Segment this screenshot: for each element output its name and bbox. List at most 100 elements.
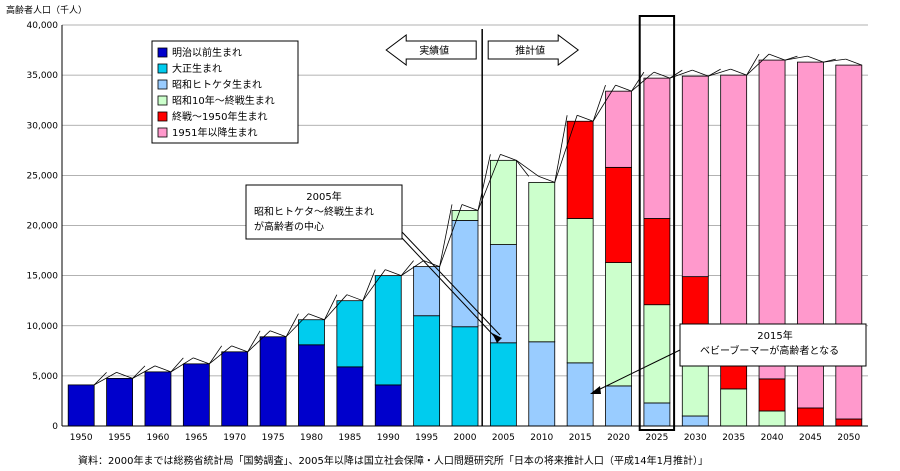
connector-line xyxy=(477,154,491,211)
bar-segment xyxy=(720,74,748,337)
connector-line xyxy=(400,260,414,276)
x-tick-label: 2005 xyxy=(492,433,515,443)
x-tick-label: 2000 xyxy=(454,433,477,443)
legend-swatch xyxy=(157,111,168,122)
callout-2015-arrowhead xyxy=(590,386,601,394)
bar-segment xyxy=(489,159,517,245)
legend-swatch xyxy=(157,127,168,138)
connector-line xyxy=(439,204,453,267)
connector-line xyxy=(708,68,731,77)
bar-segment xyxy=(336,366,364,427)
bar-segment xyxy=(451,210,479,221)
callout-2015-pointer xyxy=(593,349,681,393)
bar-segment xyxy=(605,385,632,427)
x-tick-label: 1975 xyxy=(262,433,285,443)
callout-box-2015 xyxy=(679,323,867,367)
connector-line xyxy=(554,115,568,183)
arrow-right-label: 推計値 xyxy=(515,44,545,57)
connector-line xyxy=(93,372,117,386)
bar-segment xyxy=(643,77,671,219)
connector-line xyxy=(538,176,555,183)
connector-line xyxy=(285,313,309,338)
connector-line xyxy=(692,69,709,77)
connector-line xyxy=(193,357,210,365)
bar-series xyxy=(67,59,863,427)
bar-segment xyxy=(758,378,786,412)
connector-line xyxy=(746,53,770,76)
callout-2005-line: 昭和ヒトケタ～終戦生まれ xyxy=(254,205,374,218)
bar-segment xyxy=(681,415,709,427)
bar-segment xyxy=(298,344,325,427)
bar-segment xyxy=(106,377,133,427)
connector-line xyxy=(631,71,645,92)
legend-entry: 大正生まれ xyxy=(172,62,222,75)
bar-segment xyxy=(681,75,709,278)
bar-segment xyxy=(835,418,863,427)
x-tick-label: 1955 xyxy=(108,433,131,443)
y-tick-label: 10,000 xyxy=(27,322,59,332)
x-tick-label: 2035 xyxy=(722,433,745,443)
bar-segment xyxy=(182,363,210,427)
y-tick-label: 5,000 xyxy=(32,372,58,382)
connector-line xyxy=(362,269,386,301)
x-tick-label: 1985 xyxy=(338,433,361,443)
connector-line xyxy=(653,71,671,79)
connector-line xyxy=(132,365,146,379)
callout-2005-line: 2005年 xyxy=(306,190,341,203)
connector-line xyxy=(116,372,133,379)
connector-line xyxy=(592,84,616,122)
connector-line xyxy=(708,68,721,77)
y-tick-label: 15,000 xyxy=(27,272,59,282)
source-note: 資料：2000年までは総務省統計局「国勢調査」、2005年以降は国立社会保障・人… xyxy=(78,454,708,467)
connector-line xyxy=(730,68,747,76)
connector-line xyxy=(807,55,824,63)
connector-line xyxy=(554,115,578,183)
x-tick-label: 2020 xyxy=(607,433,630,443)
connector-line xyxy=(823,58,846,63)
y-tick-label: 30,000 xyxy=(27,121,59,131)
connector-line xyxy=(209,345,232,365)
x-tick-label: 1970 xyxy=(223,433,246,443)
bar-segment xyxy=(144,371,172,427)
connector-line xyxy=(784,55,808,61)
x-tick-label: 1950 xyxy=(70,433,93,443)
connector-line xyxy=(170,357,184,373)
bar-segment xyxy=(221,351,249,427)
bar-segment xyxy=(643,218,671,306)
connector-line xyxy=(285,313,299,337)
connector-line xyxy=(154,365,172,373)
connector-line xyxy=(269,330,287,338)
x-tick-label: 2045 xyxy=(799,433,822,443)
connector-line xyxy=(669,69,683,79)
bar-segment xyxy=(605,166,632,263)
bar-segment xyxy=(566,218,594,364)
connector-line xyxy=(577,114,594,122)
bar-segment xyxy=(489,342,517,427)
callout-box-2005 xyxy=(245,184,403,240)
legend-box xyxy=(151,40,299,144)
bar-segment xyxy=(720,388,748,427)
x-tick-label: 1965 xyxy=(185,433,208,443)
highlight-box-2025 xyxy=(638,15,676,431)
x-tick-label: 2050 xyxy=(837,433,860,443)
bar-segment xyxy=(374,384,402,427)
legend-entry: 終戦～1950年生まれ xyxy=(172,110,267,123)
connector-line xyxy=(308,313,325,321)
bar-segment xyxy=(451,220,479,328)
callout-2015-line: ベビーブーマーが高齢者となる xyxy=(700,344,839,357)
legend-swatch xyxy=(157,63,168,74)
bar-segment xyxy=(797,407,824,427)
connector-line xyxy=(746,53,760,76)
bar-segment xyxy=(336,300,364,368)
bar-segment xyxy=(605,262,632,387)
x-tick-label: 2010 xyxy=(530,433,553,443)
y-tick-label: 20,000 xyxy=(27,222,59,232)
connector-line xyxy=(132,365,156,379)
connector-line xyxy=(768,53,786,61)
connector-line xyxy=(592,85,606,122)
x-tick-label: 1980 xyxy=(300,433,323,443)
y-axis-ticks: 0 5,000 10,000 15,000 20,000 25,000 30,000 35,0… xyxy=(27,21,59,432)
connector-line xyxy=(385,269,402,276)
bar-segment xyxy=(413,266,441,317)
